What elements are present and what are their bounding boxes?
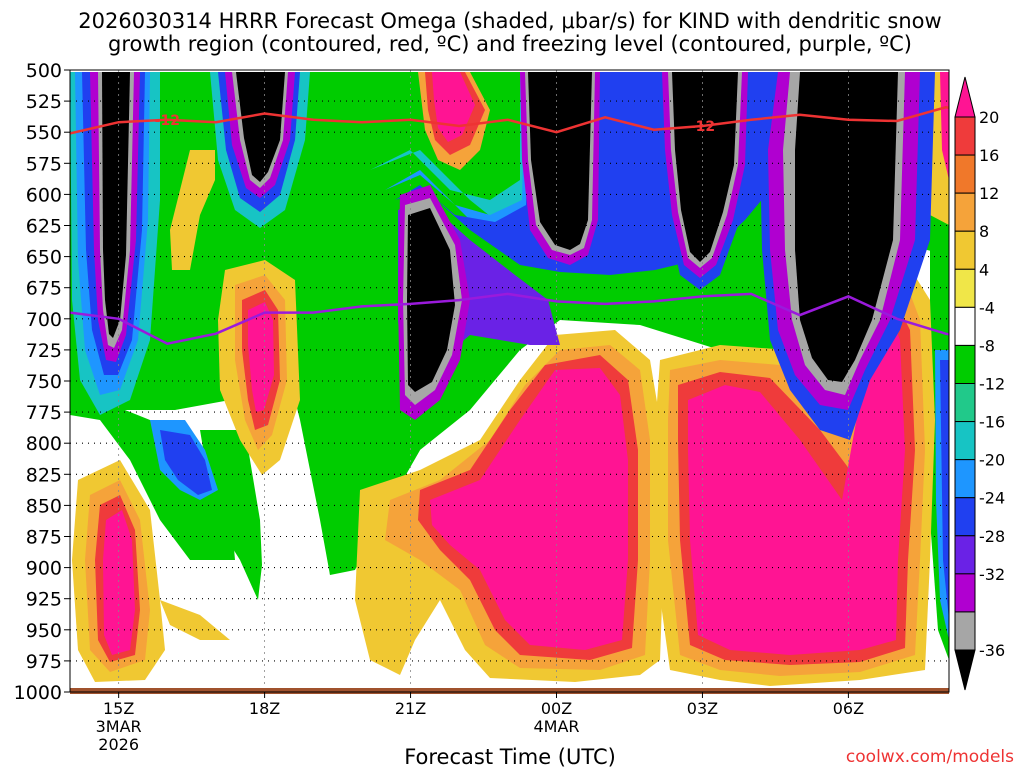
colorbar-label: 16 xyxy=(979,146,999,165)
y-tick-label: 600 xyxy=(26,184,62,206)
omega-region-4 xyxy=(70,380,235,560)
omega-region-61 xyxy=(160,430,212,495)
x-tick-label: 18Z xyxy=(249,699,280,718)
colorbar-swatch xyxy=(954,535,976,575)
omega-region-30 xyxy=(940,72,949,180)
y-tick-label: 950 xyxy=(26,620,62,642)
ground-strip xyxy=(70,688,949,694)
y-tick-label: 650 xyxy=(26,247,62,269)
omega-region-48 xyxy=(528,72,592,250)
y-tick-label: 700 xyxy=(26,309,62,331)
y-tick-label: 750 xyxy=(26,371,62,393)
colorbar-swatch xyxy=(954,497,976,537)
chart-title-line-2: growth region (contoured, red, ºC) and f… xyxy=(108,32,912,56)
omega-region-63 xyxy=(940,360,949,620)
plot-area: -12 -12 xyxy=(69,69,950,694)
y-tick-label: 500 xyxy=(26,60,62,82)
colorbar-label: -24 xyxy=(979,489,1005,508)
colorbar-bottom-arrow xyxy=(954,649,976,691)
colorbar-label: 12 xyxy=(979,184,999,203)
y-tick-label: 975 xyxy=(26,651,62,673)
x-tick-sublabel: 4MAR xyxy=(533,717,579,736)
colorbar-swatch xyxy=(954,268,976,308)
y-tick-label: 775 xyxy=(26,402,62,424)
colorbar-swatch xyxy=(954,573,976,613)
y-tick-label: 1000 xyxy=(14,682,62,704)
dgz-label-right: -12 xyxy=(690,119,715,135)
x-tick-label: 06Z xyxy=(833,699,864,718)
colorbar-label: 4 xyxy=(979,260,989,279)
y-tick-label: 550 xyxy=(26,122,62,144)
colorbar-swatch xyxy=(954,459,976,499)
colorbar-label: 8 xyxy=(979,222,989,241)
dgz-label-left: -12 xyxy=(155,113,180,129)
x-tick-label: 00Z xyxy=(541,699,572,718)
colorbar-label: -8 xyxy=(979,336,995,355)
colorbar-swatch xyxy=(954,230,976,270)
dgz-contour-line xyxy=(70,106,949,135)
omega-region-52 xyxy=(672,72,738,262)
colorbar-label: -32 xyxy=(979,565,1005,584)
grid-lines xyxy=(70,70,949,692)
colorbar-label: -12 xyxy=(979,375,1005,394)
colorbar-label: 20 xyxy=(979,108,999,127)
omega-region-28 xyxy=(248,302,274,412)
y-tick-label: 625 xyxy=(26,216,62,238)
colorbar: 20 16 12 8 4 -4 -8 -12 -16 -20 -24 -28 -32 -36 xyxy=(954,76,1005,691)
colorbar-label: -16 xyxy=(979,413,1005,432)
omega-region-41 xyxy=(236,72,285,182)
colorbar-top-arrow xyxy=(954,76,976,118)
y-axis: 500 525 550 575 600 625 650 675 700 725 750 775 800 8… xyxy=(14,60,70,704)
colorbar-swatch xyxy=(954,421,976,461)
colorbar-swatch xyxy=(954,116,976,156)
omega-region-27 xyxy=(103,510,135,655)
chart-title-line-1: 2026030314 HRRR Forecast Omega (shaded, … xyxy=(78,9,941,33)
y-tick-label: 725 xyxy=(26,340,62,362)
colorbar-label: -36 xyxy=(979,641,1005,660)
contour-lines: -12 -12 xyxy=(70,106,949,346)
colorbar-label: -20 xyxy=(979,451,1005,470)
colorbar-swatch xyxy=(954,192,976,232)
colorbar-swatch xyxy=(954,344,976,384)
omega-region-36 xyxy=(102,72,130,338)
omega-region-55 xyxy=(407,208,455,392)
omega-region-59 xyxy=(795,72,898,382)
colorbar-label: -28 xyxy=(979,527,1005,546)
x-tick-sublabel: 2026 xyxy=(98,735,139,754)
colorbar-swatch xyxy=(954,154,976,194)
y-tick-label: 525 xyxy=(26,91,62,113)
y-tick-label: 800 xyxy=(26,433,62,455)
y-tick-label: 900 xyxy=(26,558,62,580)
colorbar-swatch xyxy=(954,306,976,346)
colorbar-swatch xyxy=(954,611,976,651)
omega-region-25 xyxy=(430,368,628,650)
x-tick-label: 21Z xyxy=(395,699,426,718)
omega-region-14 xyxy=(160,600,230,640)
omega-region-6 xyxy=(170,150,215,270)
omega-region-26 xyxy=(688,300,905,655)
x-tick-sublabel: 3MAR xyxy=(96,717,142,736)
x-tick-label: 15Z xyxy=(103,699,134,718)
x-axis-label: Forecast Time (UTC) xyxy=(404,745,616,768)
y-tick-label: 850 xyxy=(26,495,62,517)
credit-text: coolwx.com/models xyxy=(846,747,1014,767)
y-tick-label: 825 xyxy=(26,464,62,486)
x-tick-label: 03Z xyxy=(687,699,718,718)
y-tick-label: 925 xyxy=(26,589,62,611)
y-tick-label: 675 xyxy=(26,278,62,300)
freezing-level-line xyxy=(70,292,949,346)
y-tick-label: 575 xyxy=(26,153,62,175)
colorbar-swatch xyxy=(954,383,976,423)
colorbar-label: -4 xyxy=(979,298,995,317)
y-tick-label: 875 xyxy=(26,527,62,549)
